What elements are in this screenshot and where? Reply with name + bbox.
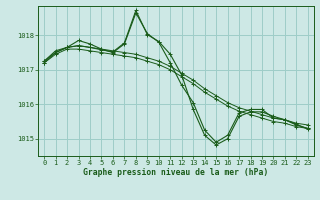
X-axis label: Graphe pression niveau de la mer (hPa): Graphe pression niveau de la mer (hPa) — [84, 168, 268, 177]
